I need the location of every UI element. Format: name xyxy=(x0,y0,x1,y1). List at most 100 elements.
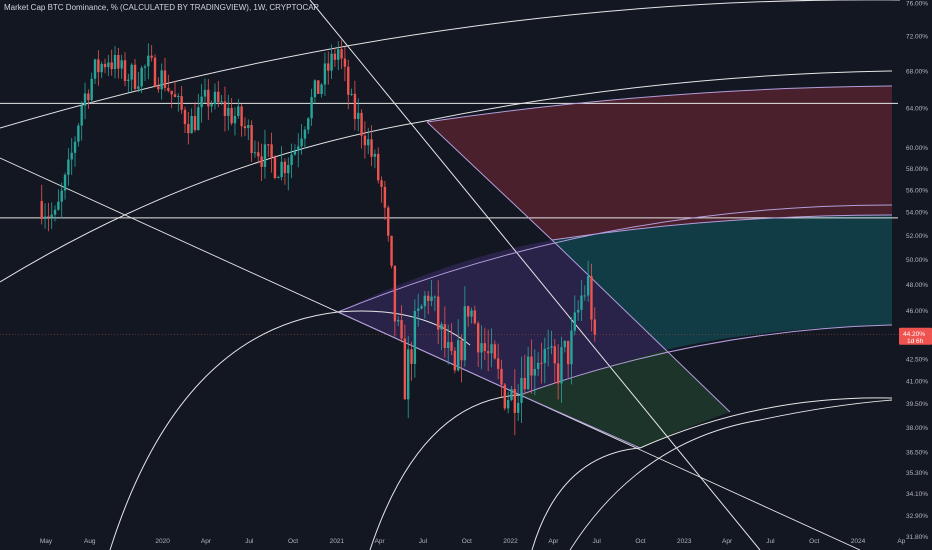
time-tick-label: 2021 xyxy=(330,538,345,545)
price-axis: 76.00% 72.00% 68.00% 64.00% 60.00% 58.00% 56.0… xyxy=(899,1,932,541)
candle-body xyxy=(536,362,540,369)
candle-body xyxy=(133,64,137,89)
candle-body xyxy=(353,93,357,120)
candle-body xyxy=(363,135,367,146)
candle-body xyxy=(360,112,363,136)
candle-body xyxy=(103,63,107,68)
candle-body xyxy=(40,200,43,220)
candle-body xyxy=(110,62,113,70)
last-price-label: 44.20% xyxy=(903,331,925,338)
price-tick-label: 35.30% xyxy=(906,470,928,477)
price-tick-label: 72.00% xyxy=(906,34,928,41)
circle-arc-1 xyxy=(109,310,471,550)
time-tick-label: 2023 xyxy=(677,538,692,545)
candle-body xyxy=(400,320,403,339)
time-tick-label: 2022 xyxy=(503,538,518,545)
candle-body xyxy=(113,54,117,70)
candle-body xyxy=(100,63,103,73)
candle-body xyxy=(377,153,380,181)
price-tick-label: 41.00% xyxy=(906,378,928,385)
candle-body xyxy=(190,116,193,134)
candle-body xyxy=(580,295,583,310)
candle-body xyxy=(427,295,430,302)
arc-lower xyxy=(639,397,893,449)
candle-body xyxy=(230,107,233,124)
zone-top xyxy=(427,86,892,240)
candle-body xyxy=(343,58,347,67)
candle-body xyxy=(553,346,557,364)
circle-arc-2 xyxy=(369,394,521,550)
candle-body xyxy=(460,340,463,361)
candle-body xyxy=(393,265,397,322)
candle-body xyxy=(273,157,277,179)
candle-body xyxy=(413,310,417,364)
candle-body xyxy=(130,64,133,80)
candle-body xyxy=(480,343,483,353)
candle-body xyxy=(183,109,187,125)
descending-trend-line xyxy=(309,0,761,550)
candle-body xyxy=(570,330,573,365)
price-tick-label: 38.00% xyxy=(906,425,928,432)
candle-body xyxy=(260,156,263,167)
candle-body xyxy=(77,125,80,142)
candle-body xyxy=(383,186,387,208)
fan-left-edge xyxy=(337,311,521,396)
candle-body xyxy=(443,324,447,349)
candle-body xyxy=(330,53,333,71)
candle-body xyxy=(253,152,257,154)
arc-fan-1 xyxy=(426,85,893,123)
time-tick-label: Jul xyxy=(419,538,428,545)
candle-body xyxy=(463,306,467,361)
price-tick-label: 76.00% xyxy=(906,1,928,8)
candle-body xyxy=(200,96,203,108)
candle-body xyxy=(347,66,350,95)
candle-body xyxy=(550,346,553,348)
candle-body xyxy=(450,342,453,351)
candle-body xyxy=(533,368,537,376)
candle-body xyxy=(436,296,440,330)
candle-body xyxy=(367,139,370,146)
time-tick-label: Oct xyxy=(462,538,472,545)
circle-arc-4 xyxy=(569,399,893,550)
candle-body xyxy=(313,80,317,98)
candle-body xyxy=(493,344,497,359)
candle-body xyxy=(163,70,167,88)
candle-body xyxy=(73,141,77,153)
candle-body xyxy=(433,296,437,298)
candle-body xyxy=(566,340,570,365)
candle-body xyxy=(143,66,147,68)
candle-body xyxy=(257,152,260,157)
candle-body xyxy=(213,91,217,105)
candle-body xyxy=(337,49,340,60)
candle-body xyxy=(323,63,327,85)
candle-body xyxy=(263,144,267,167)
last-price-box xyxy=(899,327,932,345)
candle-body xyxy=(583,295,586,297)
time-tick-label: Jul xyxy=(245,538,254,545)
arc-fan-2 xyxy=(337,204,893,313)
candle-body xyxy=(107,62,110,68)
candle-body xyxy=(340,49,343,59)
candle-body xyxy=(283,161,287,174)
candle-body xyxy=(310,97,313,119)
time-tick-label: Jul xyxy=(766,538,775,545)
price-tick-label: 42.50% xyxy=(906,356,928,363)
candle-body xyxy=(173,94,177,97)
arc-upper xyxy=(0,0,900,129)
candle-body xyxy=(227,107,230,116)
candle-body xyxy=(560,347,563,384)
candle-body xyxy=(423,295,427,307)
candle-body xyxy=(520,377,523,403)
candle-body xyxy=(297,146,300,152)
candle-body xyxy=(207,89,210,107)
candle-body xyxy=(573,312,576,331)
candle-body xyxy=(93,59,97,79)
candle-body xyxy=(63,174,67,191)
candle-body xyxy=(117,54,120,69)
candle-body xyxy=(466,306,470,317)
candle-body xyxy=(593,319,596,335)
candle-body xyxy=(90,78,93,101)
candle-body xyxy=(546,347,550,349)
candle-body xyxy=(97,59,100,73)
